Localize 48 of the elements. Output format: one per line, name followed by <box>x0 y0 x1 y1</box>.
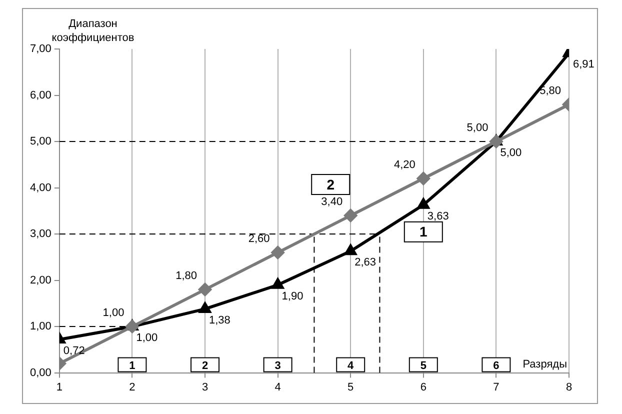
y-tick-label: 6,00 <box>30 89 52 102</box>
y-axis-title: Диапазон коэффициентов <box>52 18 134 44</box>
y-tick-label: 5,00 <box>30 136 52 148</box>
point <box>271 246 284 260</box>
point <box>199 302 211 313</box>
annotation: 6 <box>493 360 500 372</box>
x-tick-label: 4 <box>274 381 281 394</box>
y-tick-label: 1,00 <box>30 320 52 333</box>
data-label: 1,80 <box>176 270 198 282</box>
x-tick-label: 3 <box>202 381 208 394</box>
point <box>272 278 284 289</box>
x-tick-label: 1 <box>56 381 62 394</box>
point <box>344 244 356 256</box>
annotation: 1 <box>129 360 136 372</box>
data-label: 4,20 <box>394 159 416 172</box>
x-tick-label: 2 <box>129 381 136 394</box>
series-label: 2 <box>326 176 335 192</box>
x-tick-label: 7 <box>493 381 500 394</box>
data-label: 2,60 <box>248 233 270 246</box>
data-label: 5,00 <box>466 122 488 134</box>
point <box>418 198 430 209</box>
data-label: 0,72 <box>63 345 85 358</box>
point <box>198 283 212 296</box>
y-tick-label: 2,00 <box>30 274 52 286</box>
data-label: 1,00 <box>102 307 124 320</box>
data-label: 2,63 <box>354 256 376 269</box>
annotation: 2 <box>202 360 208 372</box>
data-label: 3,40 <box>321 196 343 208</box>
y-tick-label: 4,00 <box>30 182 52 194</box>
x-axis-title: Разряды <box>522 358 568 370</box>
annotation: 5 <box>420 360 426 372</box>
x-tick-label: 5 <box>348 381 354 394</box>
series-label: 1 <box>420 224 428 240</box>
y-tick-label: 0,00 <box>30 366 52 379</box>
annotation: 4 <box>348 360 355 372</box>
x-tick-label: 8 <box>566 381 572 394</box>
data-label: 3,63 <box>427 210 449 222</box>
data-label: 5,00 <box>500 147 522 160</box>
point <box>344 209 358 222</box>
annotation: 3 <box>274 360 281 372</box>
y-tick-label: 7,00 <box>30 43 52 56</box>
data-label: 6,91 <box>573 58 594 71</box>
y-tick-label: 3,00 <box>30 228 52 240</box>
data-label: 1,90 <box>282 290 304 302</box>
point <box>416 172 430 186</box>
data-label: 1,00 <box>136 332 158 344</box>
x-tick-label: 6 <box>420 381 426 394</box>
data-label: 1,38 <box>209 314 230 326</box>
